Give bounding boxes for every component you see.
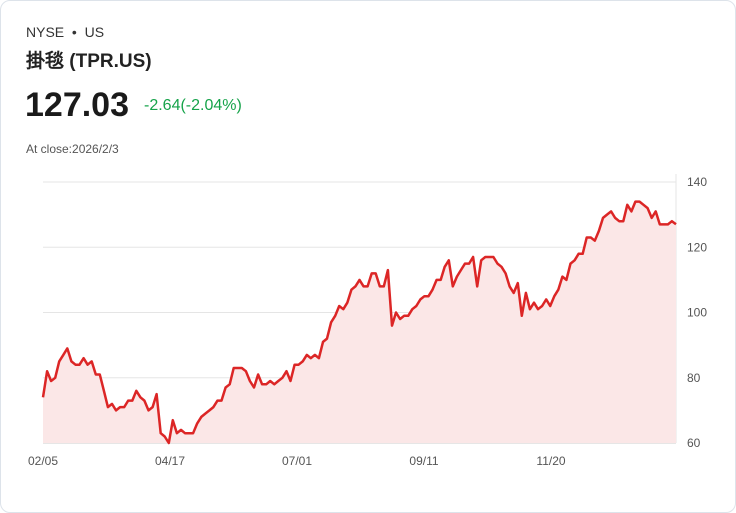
stock-name: 掛毯 (TPR.US) — [26, 51, 152, 72]
y-tick-label: 100 — [687, 306, 707, 320]
price-change: -2.64(-2.04%) — [144, 97, 242, 114]
price-area — [43, 201, 676, 443]
x-tick-label: 09/11 — [409, 454, 438, 468]
y-tick-label: 140 — [687, 175, 707, 189]
x-tick-label: 11/20 — [536, 454, 565, 468]
x-tick-label: 02/05 — [28, 454, 58, 468]
price-line — [41, 200, 677, 445]
separator-dot: • — [71, 24, 77, 40]
exchange-line: NYSE • US — [26, 24, 104, 40]
last-price: 127.03 — [25, 86, 129, 124]
close-date: At close:2026/2/3 — [26, 142, 119, 156]
y-tick-label: 60 — [687, 436, 701, 450]
x-tick-label: 07/01 — [282, 454, 312, 468]
y-tick-label: 120 — [687, 240, 707, 254]
y-tick-label: 80 — [687, 371, 701, 385]
exchange: NYSE — [26, 24, 65, 40]
market: US — [84, 24, 105, 40]
x-tick-label: 04/17 — [155, 454, 185, 468]
